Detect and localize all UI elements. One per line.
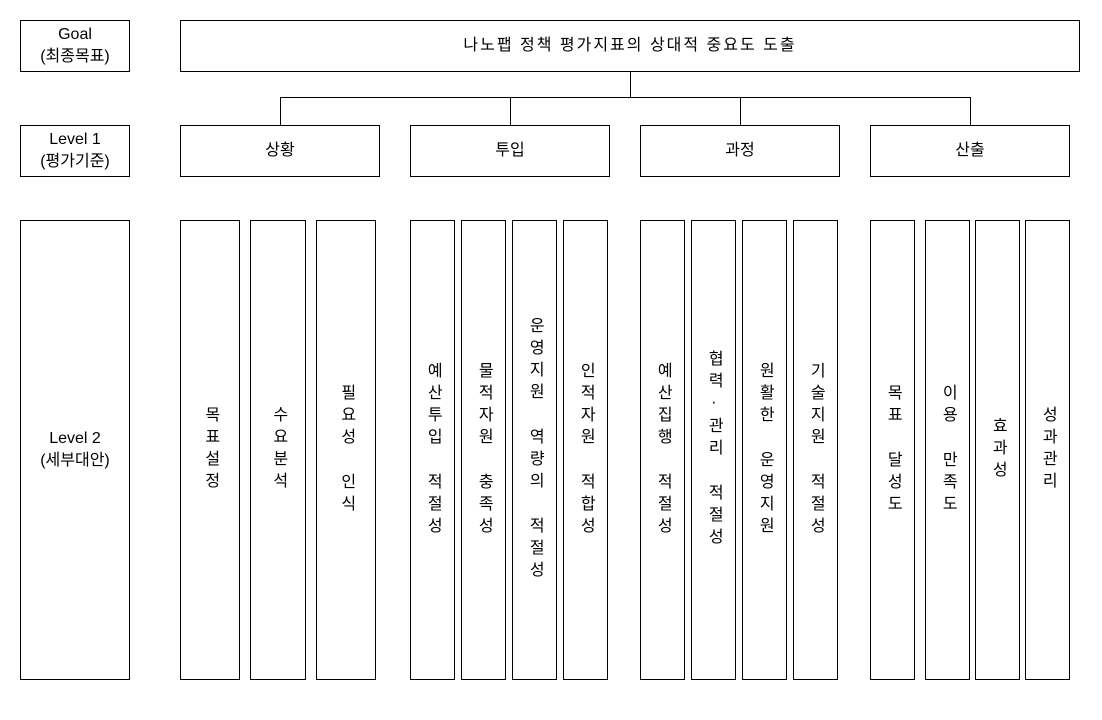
- level1-item: 상황: [180, 125, 380, 177]
- level1-item: 과정: [640, 125, 840, 177]
- level2-item: 효과성: [975, 220, 1020, 680]
- level2-item-text: 예산투입 적절성: [420, 362, 446, 539]
- level2-item-text: 협력·관리 적절성: [701, 350, 727, 550]
- goal-label-line1: Goal: [58, 24, 92, 46]
- level2-item: 예산투입 적절성: [410, 220, 455, 680]
- level2-item: 인적자원 적합성: [563, 220, 608, 680]
- level2-item: 예산집행 적절성: [640, 220, 685, 680]
- level2-item: 기술지원 적절성: [793, 220, 838, 680]
- level2-item-text: 운영지원 역량의 적절성: [522, 317, 548, 583]
- goal-label-line2: (최종목표): [40, 46, 110, 68]
- level2-item-text: 수요분석: [265, 406, 291, 494]
- level1-item: 산출: [870, 125, 1070, 177]
- level2-item-text: 목표 달성도: [880, 384, 906, 517]
- level1-label-box: Level 1 (평가기준): [20, 125, 130, 177]
- connector-l1-drop: [740, 97, 741, 125]
- level2-item-text: 성과관리: [1035, 406, 1061, 494]
- level2-item-text: 효과성: [985, 417, 1011, 483]
- level2-item: 물적자원 충족성: [461, 220, 506, 680]
- level2-item: 협력·관리 적절성: [691, 220, 736, 680]
- level2-item: 원활한 운영지원: [742, 220, 787, 680]
- hierarchy-diagram: Goal (최종목표) 나노팹 정책 평가지표의 상대적 중요도 도출 Leve…: [20, 20, 1082, 700]
- level2-item: 이용 만족도: [925, 220, 970, 680]
- connector-l1-drop: [970, 97, 971, 125]
- level2-item: 목표설정: [180, 220, 240, 680]
- level2-item: 운영지원 역량의 적절성: [512, 220, 557, 680]
- level1-label-line2: (평가기준): [40, 151, 110, 173]
- goal-title: 나노팹 정책 평가지표의 상대적 중요도 도출: [463, 34, 796, 58]
- level2-label-line1: Level 2: [49, 428, 101, 450]
- level2-item-text: 필요성 인식: [333, 384, 359, 517]
- level2-item: 필요성 인식: [316, 220, 376, 680]
- level2-item-text: 인적자원 적합성: [573, 362, 599, 539]
- level1-item-text: 과정: [725, 139, 754, 163]
- goal-label-box: Goal (최종목표): [20, 20, 130, 72]
- level2-item-text: 목표설정: [197, 406, 223, 494]
- level2-item-text: 예산집행 적절성: [650, 362, 676, 539]
- level2-item: 목표 달성도: [870, 220, 915, 680]
- level2-label-line2: (세부대안): [40, 450, 110, 472]
- level1-item-text: 산출: [955, 139, 984, 163]
- goal-title-box: 나노팹 정책 평가지표의 상대적 중요도 도출: [180, 20, 1080, 72]
- level2-item: 수요분석: [250, 220, 306, 680]
- level2-item-text: 물적자원 충족성: [471, 362, 497, 539]
- level2-item-text: 원활한 운영지원: [752, 362, 778, 539]
- level1-label-line1: Level 1: [49, 129, 101, 151]
- level1-item-text: 투입: [495, 139, 524, 163]
- level2-item: 성과관리: [1025, 220, 1070, 680]
- level2-item-text: 기술지원 적절성: [803, 362, 829, 539]
- level2-item-text: 이용 만족도: [935, 384, 961, 517]
- connector-l1-drop: [510, 97, 511, 125]
- connector-l1-drop: [280, 97, 281, 125]
- level1-item: 투입: [410, 125, 610, 177]
- connector-goal-stem: [630, 72, 631, 97]
- level1-item-text: 상황: [265, 139, 294, 163]
- level2-label-box: Level 2 (세부대안): [20, 220, 130, 680]
- connector-bus: [280, 97, 970, 98]
